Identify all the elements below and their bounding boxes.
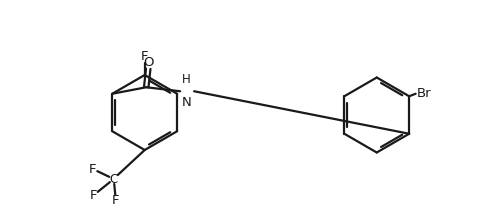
Text: F: F [90,189,98,202]
Text: H: H [182,73,191,86]
Text: F: F [141,50,149,62]
Text: Br: Br [417,87,431,100]
Text: C: C [110,172,118,185]
Text: F: F [89,163,97,176]
Text: F: F [112,194,120,207]
Text: O: O [143,56,154,69]
Text: N: N [182,96,192,109]
